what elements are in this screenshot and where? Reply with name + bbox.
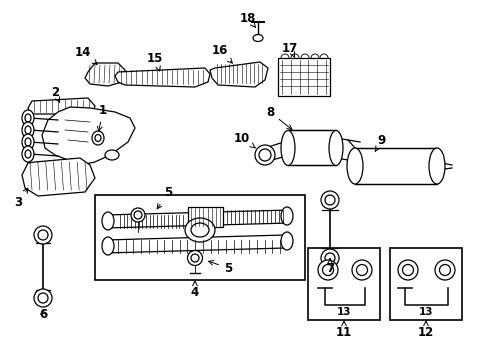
Text: 15: 15 xyxy=(146,51,163,71)
Ellipse shape xyxy=(25,114,31,122)
Bar xyxy=(278,58,329,96)
Polygon shape xyxy=(85,63,125,86)
Bar xyxy=(187,207,223,227)
Ellipse shape xyxy=(22,122,34,138)
Polygon shape xyxy=(209,62,267,87)
Text: 10: 10 xyxy=(233,131,255,148)
Ellipse shape xyxy=(322,265,333,275)
Ellipse shape xyxy=(34,226,52,244)
Ellipse shape xyxy=(397,260,417,280)
Ellipse shape xyxy=(102,237,114,255)
Ellipse shape xyxy=(95,135,101,141)
Text: 17: 17 xyxy=(281,41,298,57)
Text: 7: 7 xyxy=(325,258,333,274)
Ellipse shape xyxy=(191,254,199,262)
Ellipse shape xyxy=(191,223,208,237)
Ellipse shape xyxy=(184,218,215,242)
Ellipse shape xyxy=(254,145,274,165)
Text: 11: 11 xyxy=(335,321,351,338)
Ellipse shape xyxy=(281,130,294,166)
Ellipse shape xyxy=(25,150,31,158)
Ellipse shape xyxy=(22,110,34,126)
Bar xyxy=(307,248,379,320)
Ellipse shape xyxy=(439,265,449,275)
Ellipse shape xyxy=(131,208,145,222)
Text: 2: 2 xyxy=(51,86,60,102)
Ellipse shape xyxy=(281,207,292,225)
Text: 4: 4 xyxy=(190,281,199,298)
Ellipse shape xyxy=(402,265,413,275)
Text: 12: 12 xyxy=(417,321,433,338)
Ellipse shape xyxy=(317,260,337,280)
Polygon shape xyxy=(115,68,209,87)
Bar xyxy=(95,195,305,280)
Polygon shape xyxy=(28,98,95,114)
Ellipse shape xyxy=(346,148,362,184)
Polygon shape xyxy=(42,107,135,165)
Ellipse shape xyxy=(38,293,48,303)
Ellipse shape xyxy=(34,289,52,307)
Ellipse shape xyxy=(281,232,292,250)
Text: 1: 1 xyxy=(97,104,107,131)
Ellipse shape xyxy=(38,230,48,240)
Text: 16: 16 xyxy=(211,44,232,63)
Text: 18: 18 xyxy=(239,12,256,27)
Ellipse shape xyxy=(134,211,142,219)
Ellipse shape xyxy=(252,35,263,41)
Bar xyxy=(389,248,461,320)
Bar xyxy=(354,148,436,184)
Text: 5: 5 xyxy=(208,261,232,274)
Ellipse shape xyxy=(105,150,119,160)
Ellipse shape xyxy=(428,148,444,184)
Ellipse shape xyxy=(187,251,202,266)
Ellipse shape xyxy=(102,212,114,230)
Text: 8: 8 xyxy=(265,105,291,130)
Ellipse shape xyxy=(259,149,270,161)
Ellipse shape xyxy=(92,131,104,145)
Ellipse shape xyxy=(356,265,367,275)
Text: 5: 5 xyxy=(157,186,172,209)
Ellipse shape xyxy=(434,260,454,280)
Text: 13: 13 xyxy=(336,307,350,317)
Text: 6: 6 xyxy=(39,307,47,320)
Ellipse shape xyxy=(25,126,31,134)
Ellipse shape xyxy=(325,253,334,263)
Text: 14: 14 xyxy=(75,45,97,64)
Polygon shape xyxy=(22,158,95,196)
Ellipse shape xyxy=(320,249,338,267)
Ellipse shape xyxy=(325,195,334,205)
Bar xyxy=(287,130,335,165)
Ellipse shape xyxy=(22,146,34,162)
Ellipse shape xyxy=(328,130,342,166)
Text: 13: 13 xyxy=(418,307,432,317)
Ellipse shape xyxy=(25,138,31,146)
Ellipse shape xyxy=(351,260,371,280)
Ellipse shape xyxy=(320,191,338,209)
Ellipse shape xyxy=(22,134,34,150)
Text: 3: 3 xyxy=(14,188,28,210)
Text: 9: 9 xyxy=(374,134,386,152)
